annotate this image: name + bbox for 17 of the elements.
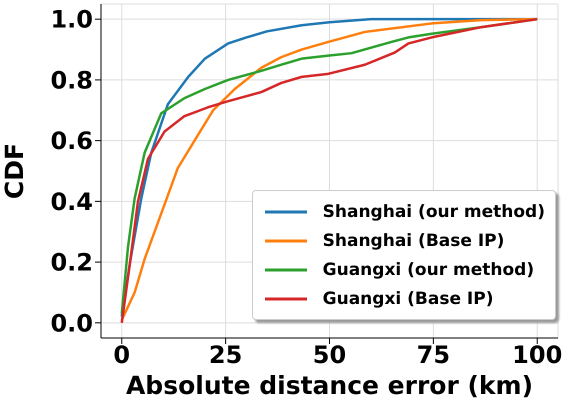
x-tick-label: 25 [208, 341, 242, 370]
x-tick-label: 100 [512, 341, 562, 370]
y-tick-label: 0.2 [50, 248, 93, 277]
y-tick-label: 0.8 [50, 66, 93, 94]
x-axis-title: Absolute distance error (km) [126, 371, 534, 400]
y-tick-label: 1.0 [50, 6, 93, 34]
x-tick-label: 50 [312, 341, 346, 370]
x-tick-label: 0 [113, 341, 130, 370]
legend-label: Guangxi (Base IP) [322, 288, 494, 308]
y-tick-label: 0.6 [50, 127, 93, 156]
y-tick-label: 0.4 [50, 188, 93, 216]
x-tick-label: 75 [416, 341, 450, 370]
y-tick-label: 0.0 [50, 309, 93, 338]
legend-label: Guangxi (our method) [322, 260, 534, 280]
legend-label: Shanghai (Base IP) [322, 230, 504, 250]
legend-label: Shanghai (our method) [322, 202, 545, 222]
y-axis-title: CDF [0, 142, 29, 200]
